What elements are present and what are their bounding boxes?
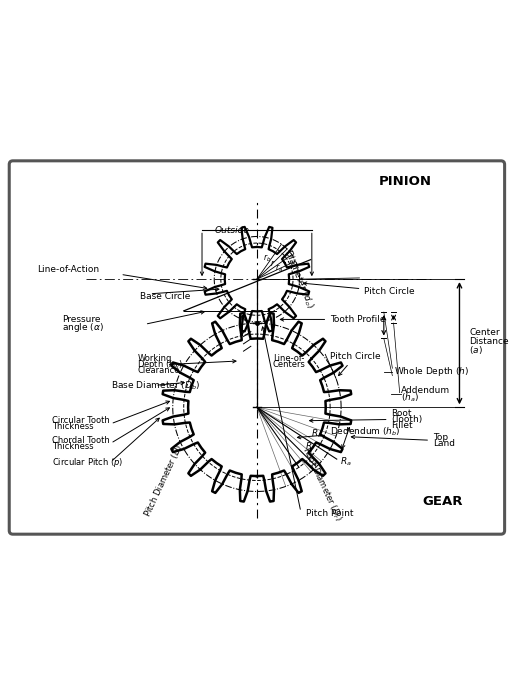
Text: Distance: Distance bbox=[469, 337, 509, 346]
FancyBboxPatch shape bbox=[9, 161, 504, 534]
Text: Top: Top bbox=[433, 433, 448, 442]
Text: Diameter ($d_o$): Diameter ($d_o$) bbox=[281, 247, 317, 311]
Text: Tooth Profile: Tooth Profile bbox=[280, 315, 386, 324]
Text: $r$: $r$ bbox=[269, 259, 275, 268]
Text: $R_b$: $R_b$ bbox=[310, 428, 323, 441]
Text: Working: Working bbox=[138, 354, 172, 363]
Text: angle ($\alpha$): angle ($\alpha$) bbox=[62, 322, 104, 334]
Text: $R_a$: $R_a$ bbox=[340, 456, 352, 468]
Text: Pitch Circle: Pitch Circle bbox=[330, 352, 381, 375]
Text: Dedendum ($h_b$): Dedendum ($h_b$) bbox=[297, 425, 401, 439]
Text: Base Circle: Base Circle bbox=[140, 292, 190, 301]
Text: Center: Center bbox=[469, 328, 500, 337]
Text: ($a$): ($a$) bbox=[469, 344, 483, 356]
Text: ($h_a$): ($h_a$) bbox=[401, 391, 419, 404]
Text: $R$: $R$ bbox=[305, 440, 312, 450]
Text: Root: Root bbox=[391, 409, 412, 418]
Text: Outside: Outside bbox=[215, 226, 250, 235]
Text: Chordal Tooth: Chordal Tooth bbox=[52, 436, 110, 445]
Text: PINION: PINION bbox=[379, 175, 432, 188]
Text: Clearance: Clearance bbox=[138, 366, 180, 375]
Text: Line-of-Action: Line-of-Action bbox=[37, 265, 100, 274]
Text: Line-of-: Line-of- bbox=[273, 354, 304, 363]
Text: GEAR: GEAR bbox=[423, 495, 463, 508]
Text: Root Diameter ($D_r$): Root Diameter ($D_r$) bbox=[299, 445, 344, 523]
Text: $r_b$: $r_b$ bbox=[263, 253, 271, 264]
Text: Pitch Circle: Pitch Circle bbox=[303, 282, 415, 296]
Text: (Tooth): (Tooth) bbox=[391, 415, 422, 424]
Text: Land: Land bbox=[433, 439, 455, 448]
Text: Pitch Point: Pitch Point bbox=[306, 509, 353, 518]
Text: Circular Tooth: Circular Tooth bbox=[52, 416, 110, 425]
Text: Addendum: Addendum bbox=[401, 386, 450, 395]
Text: Circular Pitch ($p$): Circular Pitch ($p$) bbox=[52, 456, 124, 468]
Text: Whole Depth ($h$): Whole Depth ($h$) bbox=[393, 366, 469, 378]
Text: Fillet: Fillet bbox=[391, 421, 413, 430]
Text: Depth ($h_w$): Depth ($h_w$) bbox=[138, 358, 184, 371]
Text: Thickness: Thickness bbox=[52, 442, 93, 451]
Text: Pitch Diameter ($D$): Pitch Diameter ($D$) bbox=[141, 442, 185, 519]
Text: Base Diameter ($D_b$): Base Diameter ($D_b$) bbox=[111, 379, 200, 391]
Text: Pressure: Pressure bbox=[62, 315, 100, 324]
Text: $r_a$: $r_a$ bbox=[275, 263, 283, 274]
Text: Centers: Centers bbox=[273, 360, 306, 369]
Text: Thickness: Thickness bbox=[52, 423, 93, 432]
